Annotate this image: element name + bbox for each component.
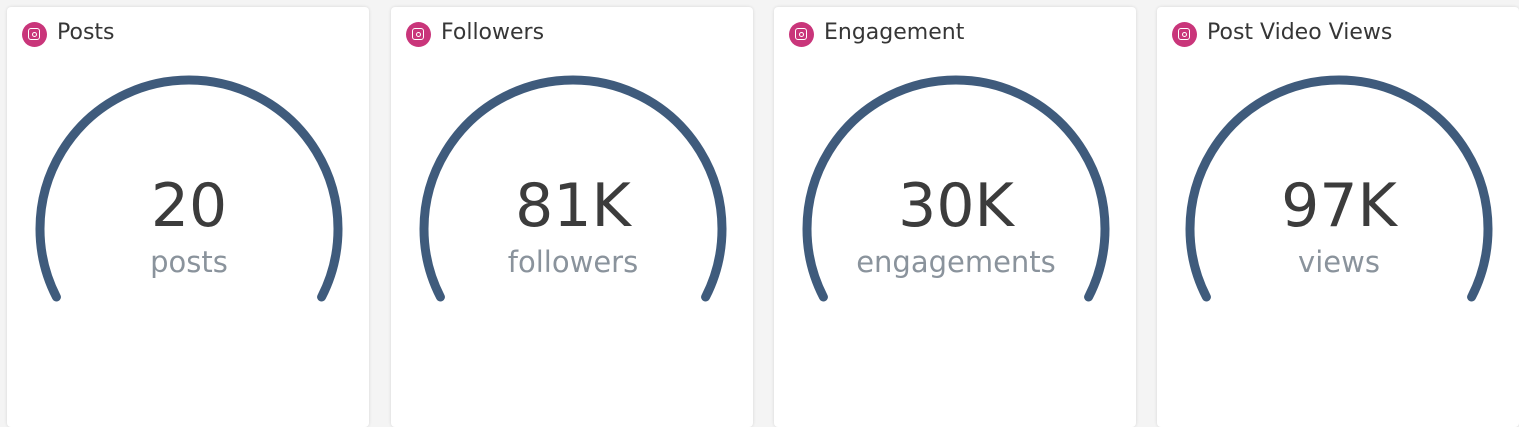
metric-card: Followers 81K followers	[391, 7, 753, 427]
card-title: Post Video Views	[1207, 20, 1393, 45]
metric-card: Engagement 30K engagements	[774, 7, 1136, 427]
gauge-arc	[1185, 75, 1493, 302]
card-title: Posts	[57, 20, 115, 45]
metric-card: Posts 20 posts	[7, 7, 369, 427]
gauge-arc	[419, 75, 727, 302]
card-title: Followers	[441, 20, 545, 45]
gauge	[1185, 75, 1493, 302]
gauge-arc	[802, 75, 1110, 302]
metric-unit: engagements	[856, 245, 1056, 279]
card-title: Engagement	[824, 20, 965, 45]
dashboard: Posts 20 posts Followers 81K followers Engagem…	[7, 7, 1519, 427]
instagram-icon	[789, 22, 814, 47]
gauge	[419, 75, 727, 302]
metric-card: Post Video Views 97K views	[1157, 7, 1519, 427]
instagram-icon	[1172, 22, 1197, 47]
metric-unit: followers	[507, 245, 639, 279]
metric-value: 30K	[898, 171, 1014, 241]
instagram-icon	[22, 22, 47, 47]
metric-value: 97K	[1281, 171, 1397, 241]
metric-value: 81K	[515, 171, 631, 241]
gauge	[802, 75, 1110, 302]
metric-unit: views	[1298, 245, 1380, 279]
gauge	[35, 75, 343, 302]
metric-value: 20	[150, 171, 228, 241]
metric-unit: posts	[150, 245, 228, 279]
instagram-icon	[406, 22, 431, 47]
gauge-arc	[35, 75, 343, 302]
